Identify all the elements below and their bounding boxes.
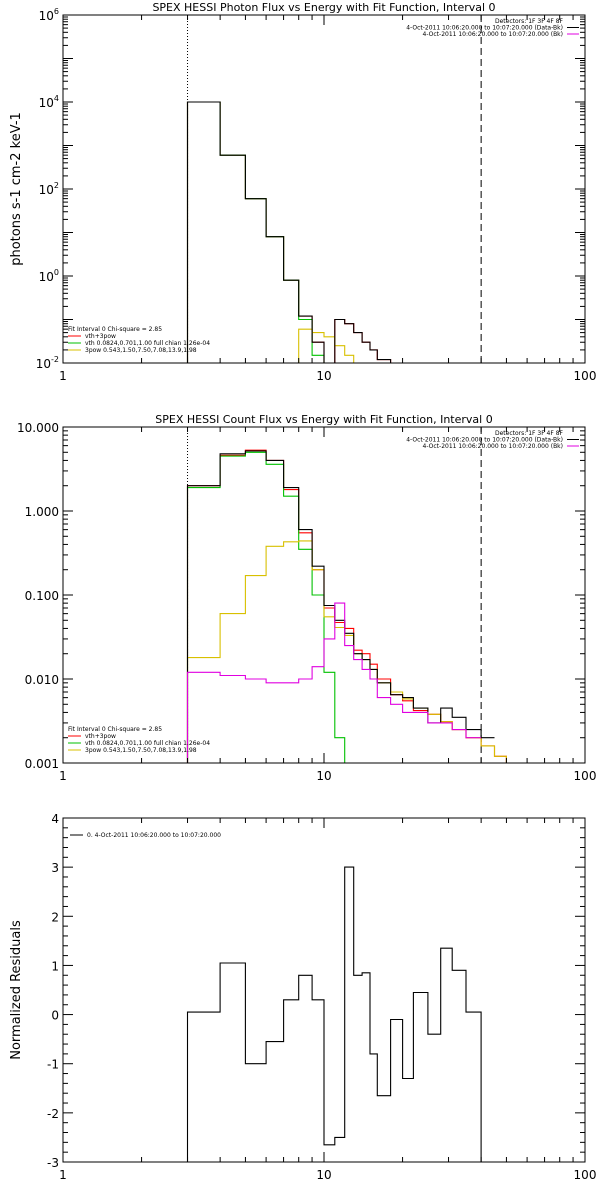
y-tick-base: 10 (39, 270, 54, 284)
series-line-4 (186, 602, 482, 763)
y-tick-label: 0.001 (25, 757, 59, 771)
x-tick-label: 1 (59, 1168, 67, 1182)
y-tick-label: 1.000 (25, 505, 59, 519)
series-group (186, 101, 507, 363)
series-group (186, 449, 553, 763)
legend-entry: 3pow 0.543,1.50,7.50,7.08,13.9,1.98 (85, 747, 197, 754)
chart-panel-1: SPEX HESSI Count Flux vs Energy with Fit… (17, 413, 596, 783)
x-tick-label: 100 (574, 1168, 597, 1182)
series-group (186, 866, 482, 1162)
x-tick-label: 10 (316, 369, 331, 383)
legend-entry: 0. 4-Oct-2011 10:06:20.000 to 10:07:20.0… (87, 832, 221, 839)
y-tick-label: 100 (39, 268, 59, 284)
legend-entry: Fit Interval 0 Chi-square = 2.85 (68, 326, 162, 333)
plot-frame (62, 14, 586, 364)
legend-entry: 4-Oct-2011 10:06:20.000 to 10:07:20.000 … (423, 443, 564, 450)
series-line-1 (186, 101, 354, 363)
series-line-1 (186, 451, 363, 763)
y-tick-base: 10 (39, 96, 54, 110)
legend-entry: vth+3pow (85, 733, 116, 740)
y-tick-label: 106 (39, 7, 59, 23)
y-tick-label: 0.100 (25, 589, 59, 603)
y-axis-label: Normalized Residuals (9, 920, 24, 1060)
series-line-0 (186, 449, 553, 763)
x-tick-label: 10 (316, 769, 331, 783)
legend-entry: 4-Oct-2011 10:06:20.000 to 10:07:20.000 … (423, 31, 564, 38)
y-tick-label: -3 (47, 1156, 59, 1170)
series-line-3 (186, 450, 495, 763)
legend-entry: Detectors: 1F 3F 4F 8F (495, 18, 564, 25)
legend-entry: vth 0.0824,0.701,1.00 full chian 1.26e-0… (85, 740, 210, 747)
x-tick-label: 1 (59, 769, 67, 783)
y-tick-label: -2 (47, 1107, 59, 1121)
x-tick-label: 1 (59, 369, 67, 383)
y-tick-label: 1 (51, 959, 59, 973)
y-tick-label: 4 (51, 812, 59, 826)
chart-title: SPEX HESSI Count Flux vs Energy with Fit… (155, 413, 492, 426)
x-tick-label: 100 (574, 769, 597, 783)
y-tick-exp: 2 (54, 181, 59, 190)
y-tick-exp: 0 (54, 268, 59, 277)
chart-title: SPEX HESSI Photon Flux vs Energy with Fi… (152, 1, 495, 14)
y-tick-label: 104 (39, 94, 59, 110)
legend-entry: Fit Interval 0 Chi-square = 2.85 (68, 726, 162, 733)
legend-entry: 3pow 0.543,1.50,7.50,7.08,13.9,1.98 (85, 347, 197, 354)
y-tick-base: 10 (36, 357, 51, 371)
legend-entry: vth+3pow (85, 333, 116, 340)
series-line-3 (186, 101, 507, 363)
y-tick-exp: 4 (54, 94, 59, 103)
chart-panel-2: 1 10 100 -3 -2 -1 0 1 2 3 4 Normalized Residuals 0. … (9, 812, 596, 1182)
y-tick-label: 10-2 (36, 355, 59, 371)
series-line-0 (186, 866, 482, 1162)
y-tick-base: 10 (39, 9, 54, 23)
legend-entry: Detectors: 1F 3F 4F 8F (495, 430, 564, 437)
chart-panel-0: SPEX HESSI Photon Flux vs Energy with Fi… (9, 1, 596, 383)
y-tick-label: 0.010 (25, 673, 59, 687)
y-axis-label: photons s-1 cm-2 keV-1 (9, 112, 24, 266)
y-tick-exp: -2 (51, 355, 59, 364)
y-tick-exp: 6 (54, 7, 59, 16)
y-tick-label: 2 (51, 910, 59, 924)
y-tick-label: 0 (51, 1009, 59, 1023)
x-tick-label: 10 (316, 1168, 331, 1182)
y-tick-label: 10.000 (17, 421, 59, 435)
legend-entry: vth 0.0824,0.701,1.00 full chian 1.26e-0… (85, 340, 210, 347)
y-tick-label: 3 (51, 861, 59, 875)
y-tick-base: 10 (39, 183, 54, 197)
legend-entry: 4-Oct-2011 10:06:20.000 to 10:07:20.000 … (406, 437, 563, 444)
series-line-2 (187, 328, 507, 363)
x-tick-label: 100 (574, 369, 597, 383)
legend-entry: 4-Oct-2011 10:06:20.000 to 10:07:20.000 … (406, 25, 563, 32)
y-tick-label: 102 (39, 181, 59, 197)
series-line-2 (186, 540, 553, 763)
y-tick-label: -1 (47, 1058, 59, 1072)
